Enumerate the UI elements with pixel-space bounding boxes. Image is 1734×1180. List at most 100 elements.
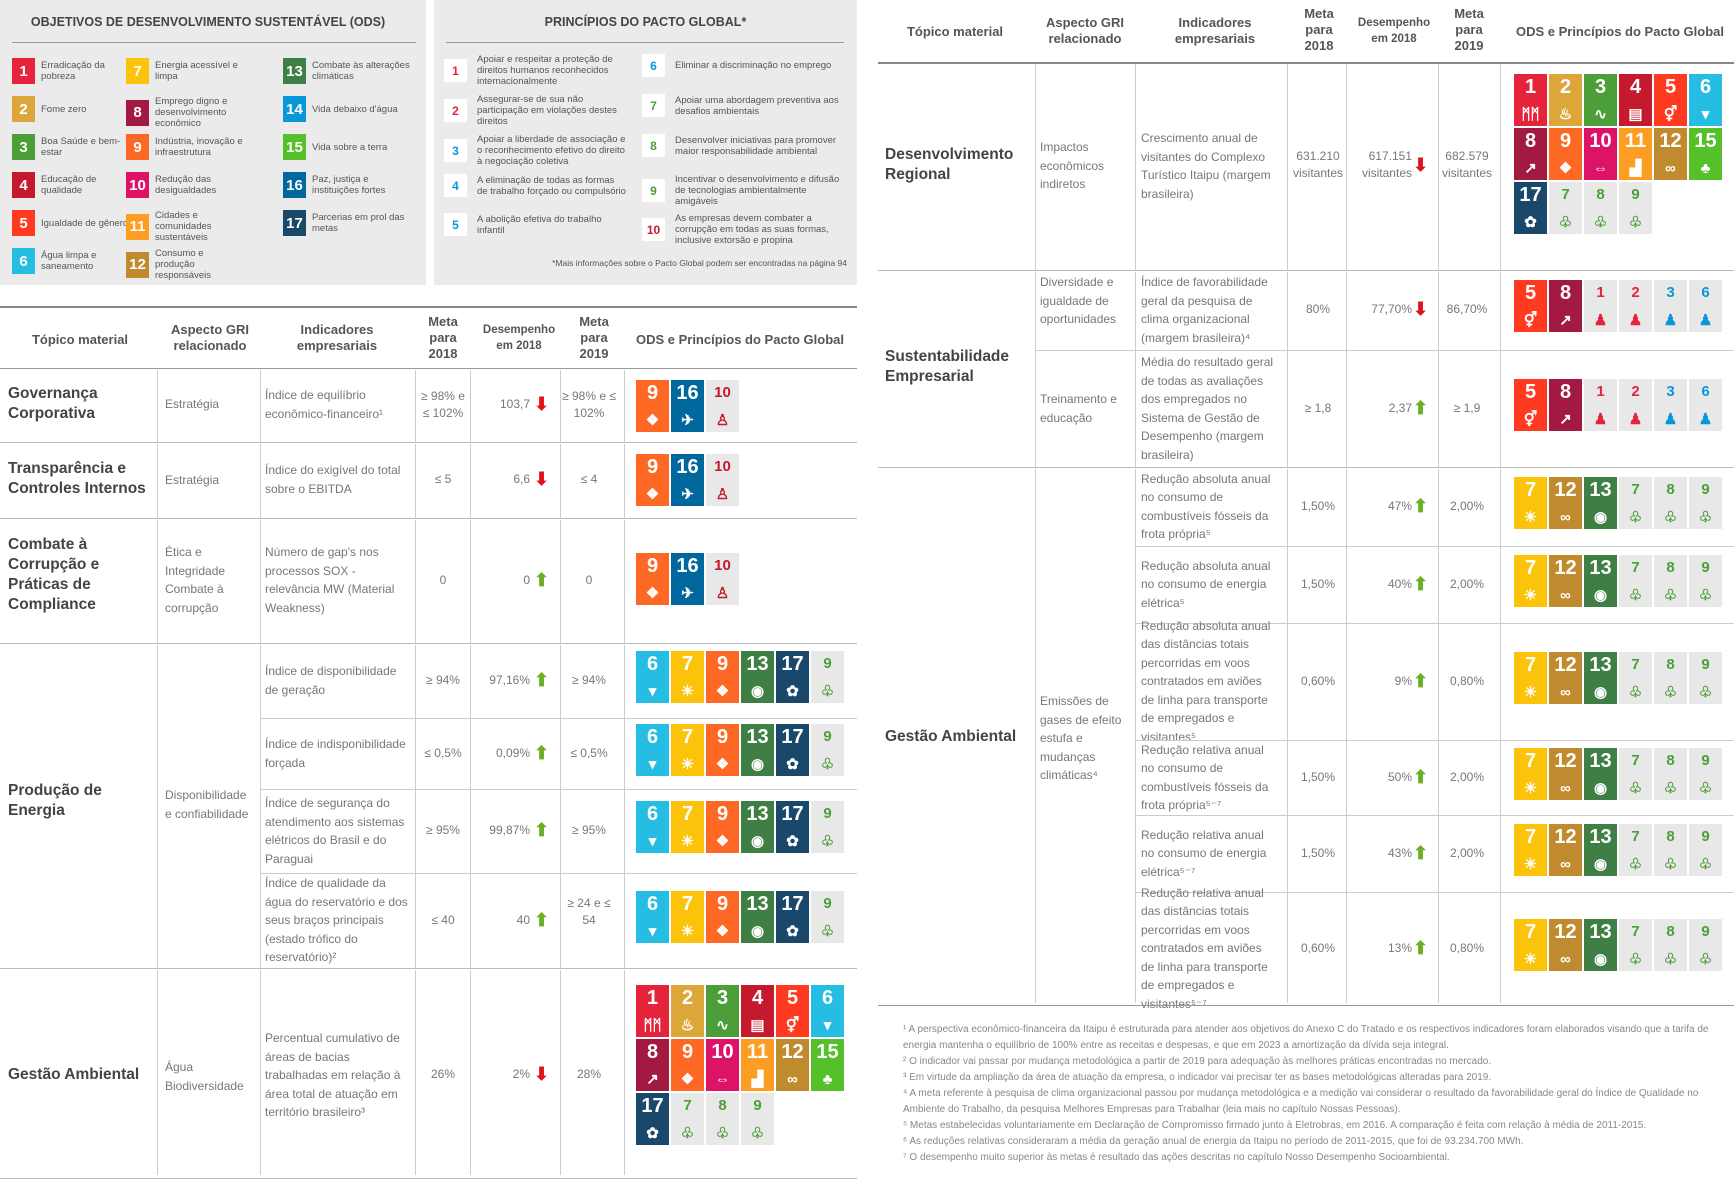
pg-principle-3-icon: 3 ♟ [1654, 378, 1687, 431]
footnote: ² O indicador vai passar por mudança met… [903, 1056, 1492, 1067]
header-topic: Tópico material [906, 24, 1004, 39]
footnote: ⁶ As reduções relativas consideraram a m… [903, 1136, 1524, 1147]
column-divider [1135, 469, 1136, 1003]
value-cell: 77,70% [1371, 302, 1412, 316]
sdg-12-icon: 12 ∞ [1549, 918, 1582, 971]
topic-label: Transparência e Controles Internos [8, 460, 146, 497]
pg-principle-9-icon: 9 [642, 179, 665, 202]
sdg-17-icon: 17 ✿ [776, 723, 809, 776]
column-divider [157, 444, 158, 518]
indicator: Índice de indisponibilidade forçada [265, 737, 406, 770]
value-cell: 0,80% [1449, 940, 1485, 955]
column-divider [157, 520, 158, 643]
sdg-12-icon: 12 ∞ [776, 1039, 809, 1091]
ods-icon-group: 1 ᛗᛗ 2 ♨ 3 ∿ 4 ▤ 5 ⚥ 6 ▾ 8 ↗ 9 ❖ 10 ⇔ 11 ▟ 12 ∞ 15 ♣ 17 ✿ 7 ♧ 8 ♧ 9 ♧ [1514, 74, 1722, 234]
pg-principle-9-icon: 9 ♧ [811, 650, 844, 703]
column-divider [1500, 272, 1501, 467]
column-divider [1346, 469, 1347, 1003]
header-topic: Tópico material [31, 332, 129, 347]
pg-principle-7-icon: 7 ♧ [1619, 554, 1652, 607]
sdg-7-icon: 7 ☀ [1514, 651, 1547, 704]
pg-legend-item: 10 As empresas devem combater a corrupção… [642, 213, 840, 246]
sdg-8-icon: 8 ↗ [636, 1039, 669, 1091]
column-divider [624, 645, 625, 968]
column-divider [415, 370, 416, 442]
pg-principle-8-icon: 8 ♧ [1654, 823, 1687, 876]
row-divider [878, 270, 1734, 271]
row-divider [0, 442, 857, 443]
pg-legend-label: Eliminar a discriminação no emprego [675, 60, 832, 71]
pg-principle-10-icon: 10 ♙ [706, 380, 739, 432]
value-cell: 2,00% [1449, 769, 1485, 784]
sdg-10-icon: 10 [126, 172, 149, 198]
pg-principle-3-icon: 3 ♟ [1654, 280, 1687, 332]
footnote: ⁴ A meta referente à pesquisa de clima o… [903, 1088, 1699, 1115]
row-divider [1135, 892, 1734, 893]
footnote: ⁷ O desempenho muito superior às metas é… [903, 1152, 1450, 1163]
gri-aspect: Estratégia [165, 473, 220, 487]
sdg-5-icon: 5 ⚥ [776, 985, 809, 1037]
ods-icon-group: 9 ❖ 16 ✈ 10 ♙ [636, 380, 739, 432]
pg-legend-item: 7 Apoiar uma abordagem preventiva aos des… [642, 94, 840, 117]
sdg-9-icon: 9 ❖ [706, 890, 739, 943]
sdg-12-icon: 12 ∞ [1549, 476, 1582, 529]
value-cell: ≥ 1,8 [1304, 400, 1332, 415]
ods-icon-group: 7 ☀ 12 ∞ 13 ◉ 7 ♧ 8 ♧ 9 ♧ [1514, 651, 1722, 704]
pg-legend-item: 3 Apoiar a liberdade de associação e o re… [444, 134, 627, 167]
divider [12, 42, 416, 43]
value-cell: 6,6 [513, 472, 530, 486]
sdg-7-icon: 7 ☀ [1514, 918, 1547, 971]
indicator: Índice de disponibilidade de geração [265, 664, 397, 697]
sdg-17-icon: 17 ✿ [636, 1093, 669, 1145]
row-divider [1135, 815, 1734, 816]
value-cell: 26% [430, 1067, 456, 1081]
column-divider [1438, 64, 1439, 270]
ods-icon-group: 1 ᛗᛗ 2 ♨ 3 ∿ 4 ▤ 5 ⚥ 6 ▾ 8 ↗ 9 ❖ 10 ⇔ 11 ▟ 12 ∞ 15 ♣ 17 ✿ 7 ♧ 8 ♧ 9 ♧ [636, 985, 844, 1145]
divider [0, 368, 857, 369]
value-cell: ≤ 40 [431, 912, 455, 927]
column-divider [470, 645, 471, 968]
value-cell: 0 [585, 573, 593, 587]
column-divider [1500, 64, 1501, 270]
column-divider [470, 370, 471, 442]
sdg-7-icon: 7 ☀ [1514, 823, 1547, 876]
sdg-8-icon: 8 ↗ [1549, 378, 1582, 431]
sdg-6-icon: 6 ▾ [636, 890, 669, 943]
sdg-3-icon: 3 ∿ [706, 985, 739, 1037]
pg-legend-label: As empresas devem combater a corrupção e… [675, 213, 829, 246]
pg-note: *Mais informações sobre o Pacto Global p… [552, 258, 847, 268]
ods-legend-item: 14 Vida debaixo d'água [283, 96, 412, 122]
topic-label: Combate à Corrupção e Práticas de Compli… [8, 536, 100, 613]
sdg-1-icon: 1 [12, 58, 35, 84]
header-d18: Desempenho em 2018 [482, 324, 556, 352]
indicator: Redução absoluta anual no consumo de com… [1141, 471, 1271, 542]
pg-principle-7-icon: 7 ♧ [1549, 182, 1582, 234]
ods-icon-group: 7 ☀ 12 ∞ 13 ◉ 7 ♧ 8 ♧ 9 ♧ [1514, 554, 1722, 607]
value-cell: 80% [1305, 302, 1331, 316]
value-cell: ≥ 1,9 [1453, 400, 1481, 415]
indicator: Percentual cumulativo de áreas de bacias… [265, 1031, 401, 1119]
indicator: Número de gap's nos processos SOX - rele… [265, 545, 395, 615]
row-divider [0, 518, 857, 519]
pg-legend-label: A eliminação de todas as formas de traba… [477, 174, 626, 197]
pg-legend-item: 9 Incentivar o desenvolvimento e difusão … [642, 174, 840, 207]
indicator: Redução relativa anual das distâncias to… [1141, 885, 1268, 1011]
column-divider [415, 520, 416, 643]
pg-legend-item: 1 Apoiar e respeitar a proteção de direit… [444, 54, 627, 87]
ods-icon-group: 5 ⚥ 8 ↗ 1 ♟ 2 ♟ 3 ♟ 6 ♟ [1514, 378, 1722, 431]
ods-legend-item: 3 Boa Saúde e bem-estar [12, 134, 131, 160]
pg-principle-8-icon: 8 ♧ [706, 1093, 739, 1145]
gri-aspect: Estratégia [165, 397, 220, 411]
ods-icon-group: 7 ☀ 12 ∞ 13 ◉ 7 ♧ 8 ♧ 9 ♧ [1514, 918, 1722, 971]
gri-aspect: Emissões de gases de efeito estufa e mud… [1040, 694, 1122, 782]
pg-principle-1-icon: 1 ♟ [1584, 280, 1617, 332]
ods-legend-label: Cidades e comunidades sustentáveis [155, 210, 212, 243]
value-cell: 1,50% [1300, 498, 1336, 513]
sdg-9-icon: 9 ❖ [671, 1039, 704, 1091]
value-cell: 1,50% [1300, 845, 1336, 860]
sdg-6-icon: 6 [12, 248, 35, 274]
value-cell: 0,60% [1300, 673, 1336, 688]
pg-principle-1-icon: 1 ♟ [1584, 378, 1617, 431]
pg-principle-6-icon: 6 ♟ [1689, 280, 1722, 332]
sdg-17-icon: 17 ✿ [776, 890, 809, 943]
